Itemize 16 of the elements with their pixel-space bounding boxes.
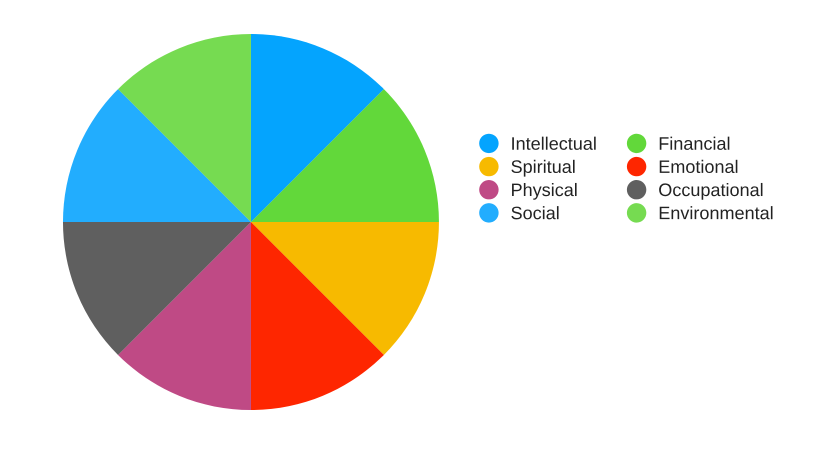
pie-slice bbox=[62, 89, 251, 222]
pie-slice bbox=[250, 222, 384, 410]
pie-slice bbox=[62, 222, 251, 355]
pie-slice bbox=[250, 34, 384, 222]
legend-label: Occupational bbox=[659, 182, 762, 200]
legend-label: Intellectual bbox=[512, 136, 596, 150]
legend-label: Financial bbox=[660, 136, 730, 150]
pie-slice bbox=[118, 222, 251, 410]
pie-slice bbox=[250, 222, 439, 355]
legend-label: Environmental bbox=[660, 206, 772, 220]
legend-label: Social bbox=[511, 206, 559, 220]
legend-label: Emotional bbox=[660, 160, 738, 174]
pie-slice bbox=[118, 34, 251, 222]
legend-label: Physical bbox=[512, 182, 577, 200]
pie-slice bbox=[250, 89, 439, 222]
legend-label: Spiritual bbox=[511, 160, 575, 177]
